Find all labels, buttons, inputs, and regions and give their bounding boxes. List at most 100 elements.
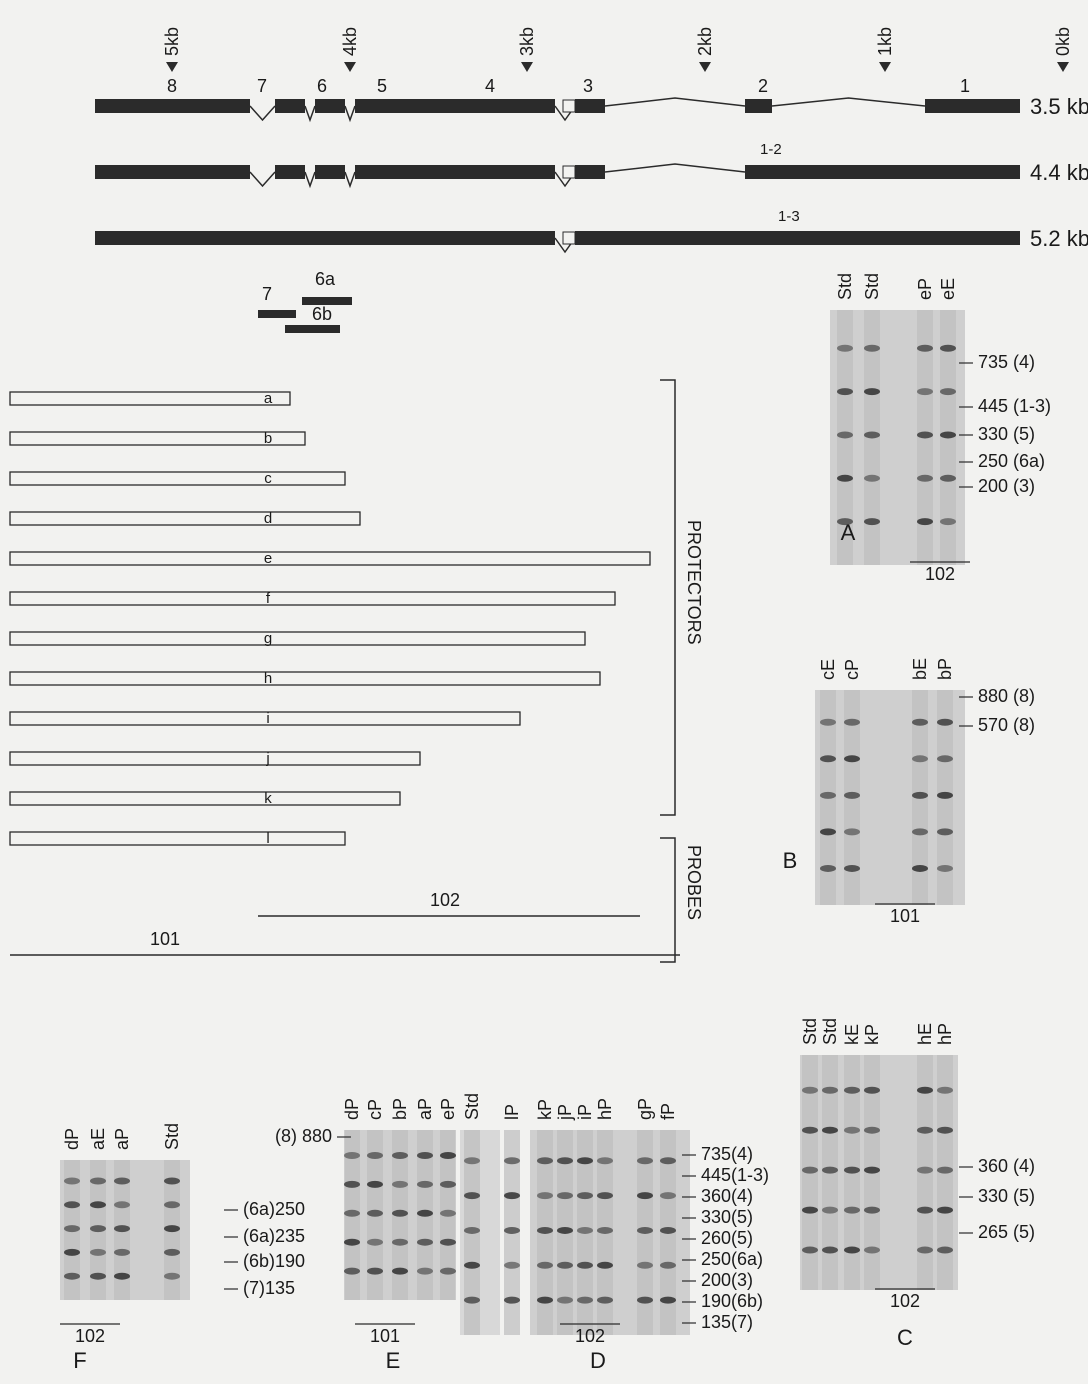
probe-102-label: 102 [430,890,460,910]
exon [575,231,1020,245]
scale-marker: 4kb [340,27,360,56]
gel-band [937,1247,953,1254]
gel-band [344,1239,360,1246]
gel-band [917,518,933,525]
band-label: (8) 880 [275,1126,332,1146]
gel-band [917,1247,933,1254]
gel-band [837,431,853,438]
gel-band [90,1201,106,1208]
gel-band [937,792,953,799]
protector-label: k [264,790,272,807]
gel-band [557,1192,573,1199]
gel-band [864,345,880,352]
gel-band [637,1297,653,1304]
lane-label: lP [502,1104,522,1120]
protector-label: h [264,670,272,687]
gel-band [537,1192,553,1199]
band-label: 190(6b) [701,1291,763,1311]
probe-box [285,325,340,333]
band-label: 735 (4) [978,352,1035,372]
gel-band [504,1297,520,1304]
band-label: 200 (3) [978,476,1035,496]
gel-band [820,828,836,835]
gel-band [537,1227,553,1234]
gel-band [392,1268,408,1275]
page: 5kb4kb3kb2kb1kb0kb876543213.5 kb4.4 kb5.… [0,0,1088,1379]
gel-band [864,1167,880,1174]
panel-letter: F [73,1348,86,1373]
lane-label: bP [935,658,955,680]
transcript-size: 4.4 kb [1030,160,1088,185]
exon [275,99,305,113]
gel-band [164,1201,180,1208]
band-label: (6a)250 [243,1199,305,1219]
gel-band [557,1227,573,1234]
gel-band [64,1273,80,1280]
lane-label: cP [842,659,862,680]
band-label: 880 (8) [978,686,1035,706]
panel-letter: E [386,1348,401,1373]
exon-label: 8 [167,76,177,96]
gel-band [344,1268,360,1275]
gel-band [577,1192,593,1199]
gel-band [504,1157,520,1164]
gel-band [917,1127,933,1134]
gel-band [537,1262,553,1269]
gel-band [464,1262,480,1269]
gel-band [822,1247,838,1254]
gel-band [917,475,933,482]
gel-band [864,1247,880,1254]
exon [745,165,1020,179]
transcript-size: 5.2 kb [1030,226,1088,251]
gel-band [844,719,860,726]
gel-band [557,1157,573,1164]
probe-label: 6b [312,304,332,324]
gel-band [114,1273,130,1280]
gel-band [917,1207,933,1214]
gel-band [367,1268,383,1275]
gel-band [417,1210,433,1217]
gel-band [912,865,928,872]
exon-3-open [563,166,575,178]
gel-band [864,388,880,395]
lane-label: eP [915,278,935,300]
gel-band [864,431,880,438]
scale-marker: 1kb [875,27,895,56]
gel-band [90,1225,106,1232]
gel-band [844,1127,860,1134]
exon [355,165,555,179]
scale-marker: 5kb [162,27,182,56]
gel-band [114,1225,130,1232]
gel-band [90,1273,106,1280]
gel-band [912,755,928,762]
gel-band [802,1087,818,1094]
band-label: 330 (5) [978,1186,1035,1206]
gel-band [637,1192,653,1199]
exon [355,99,555,113]
protector-label: d [264,510,272,527]
protectors-label: PROTECTORS [684,520,704,645]
gel-band [937,1127,953,1134]
gel-band [114,1249,130,1256]
band-label: 250 (6a) [978,451,1045,471]
panel-letter: C [897,1325,913,1350]
gel-band [557,1262,573,1269]
gel-band [940,431,956,438]
gel-band [912,792,928,799]
gel-band [577,1227,593,1234]
gel-band [937,1207,953,1214]
gel-band [912,719,928,726]
gel-band [557,1297,573,1304]
lane-label: kP [535,1099,555,1120]
band-label: 330(5) [701,1207,753,1227]
gel-band [577,1262,593,1269]
gel-band [440,1181,456,1188]
protector-label: e [264,550,272,567]
lane-label: cP [365,1099,385,1120]
exon [575,99,605,113]
gel-band [164,1273,180,1280]
lane-label: Std [800,1018,820,1045]
gel-band [64,1201,80,1208]
probe-name: 101 [370,1326,400,1346]
gel-band [464,1157,480,1164]
